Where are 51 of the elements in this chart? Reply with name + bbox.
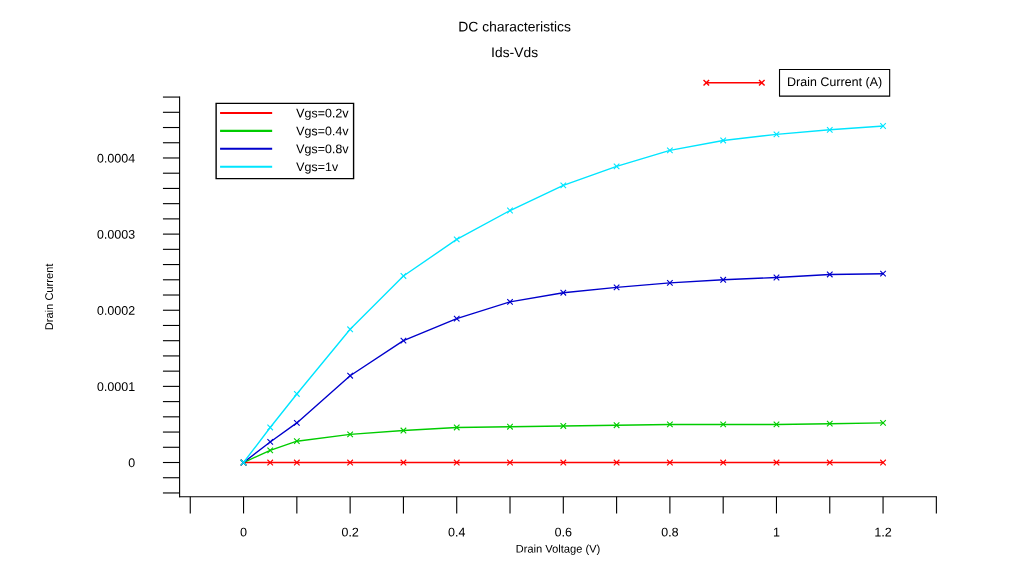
point (719, 459, 727, 466)
point (719, 276, 727, 284)
legend-label: Vgs=0.2v (296, 108, 349, 120)
point (346, 372, 354, 380)
y-tick-label: 0.0001 (97, 382, 135, 392)
point (453, 459, 461, 466)
x-tick-label: 0.2 (341, 527, 359, 537)
point (666, 459, 674, 466)
x-tick-label: 0 (240, 527, 247, 537)
x-tick-label: 1.2 (875, 527, 892, 537)
point (293, 437, 301, 445)
legend-label: Vgs=0.8v (296, 144, 349, 156)
point (879, 459, 887, 466)
point (293, 459, 301, 466)
chart-subtitle: Ids-Vds (492, 47, 538, 58)
point (346, 459, 354, 466)
point (559, 422, 567, 430)
point (506, 207, 514, 214)
point (266, 446, 274, 454)
legend-label: Vgs=1v (296, 162, 339, 174)
point (400, 272, 407, 280)
point (266, 438, 274, 446)
x-tick-label: 1 (773, 527, 780, 537)
chart-title: DC characteristics (459, 21, 571, 32)
y-tick-label: 0.0003 (97, 229, 135, 239)
point (666, 147, 674, 154)
x-axis-title: Drain Voltage (V) (516, 544, 600, 555)
y-tick-label: 0.0004 (97, 153, 135, 163)
point (666, 279, 674, 287)
x-tick-label: 0.8 (661, 527, 679, 537)
point (266, 424, 274, 431)
point (506, 423, 514, 431)
point (826, 459, 834, 466)
x-tick-label: 0.4 (448, 527, 466, 537)
text: Drain Current (A) (788, 76, 882, 89)
point (879, 270, 887, 278)
point (506, 459, 514, 466)
point (719, 421, 727, 428)
point (666, 421, 674, 428)
point (346, 431, 354, 438)
y-axis-title: Drain Current (44, 263, 54, 330)
y-tick-label: 0 (128, 458, 135, 468)
point (346, 325, 354, 333)
x-tick-label: 0.6 (555, 527, 572, 537)
point (719, 137, 727, 144)
y-tick-label: 0.0002 (97, 306, 135, 315)
point (826, 126, 834, 134)
legend-label: Vgs=0.4v (296, 126, 349, 138)
point (293, 419, 301, 427)
point (266, 459, 274, 466)
point (826, 271, 834, 278)
